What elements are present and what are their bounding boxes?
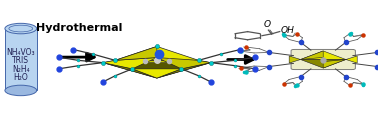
Polygon shape [301,60,346,68]
Text: N₂H₄: N₂H₄ [12,64,29,74]
Text: TRIS: TRIS [12,56,29,65]
Bar [5,29,37,90]
Text: H₂O: H₂O [13,73,28,82]
Ellipse shape [5,85,37,96]
Polygon shape [103,58,157,69]
Polygon shape [157,58,211,69]
Polygon shape [301,51,323,60]
Polygon shape [103,63,211,78]
Ellipse shape [5,23,37,34]
Polygon shape [103,63,157,78]
Text: OH: OH [281,26,295,35]
FancyBboxPatch shape [291,49,355,70]
Text: O: O [264,20,271,29]
Polygon shape [346,56,357,63]
Polygon shape [289,56,301,63]
Polygon shape [132,69,181,78]
Polygon shape [115,46,199,60]
Polygon shape [157,63,211,78]
Text: Hydrothermal: Hydrothermal [36,23,122,33]
Text: NH₄VO₃: NH₄VO₃ [6,48,35,57]
Polygon shape [115,46,157,60]
Polygon shape [103,60,211,63]
Polygon shape [323,60,346,68]
Polygon shape [301,51,346,60]
